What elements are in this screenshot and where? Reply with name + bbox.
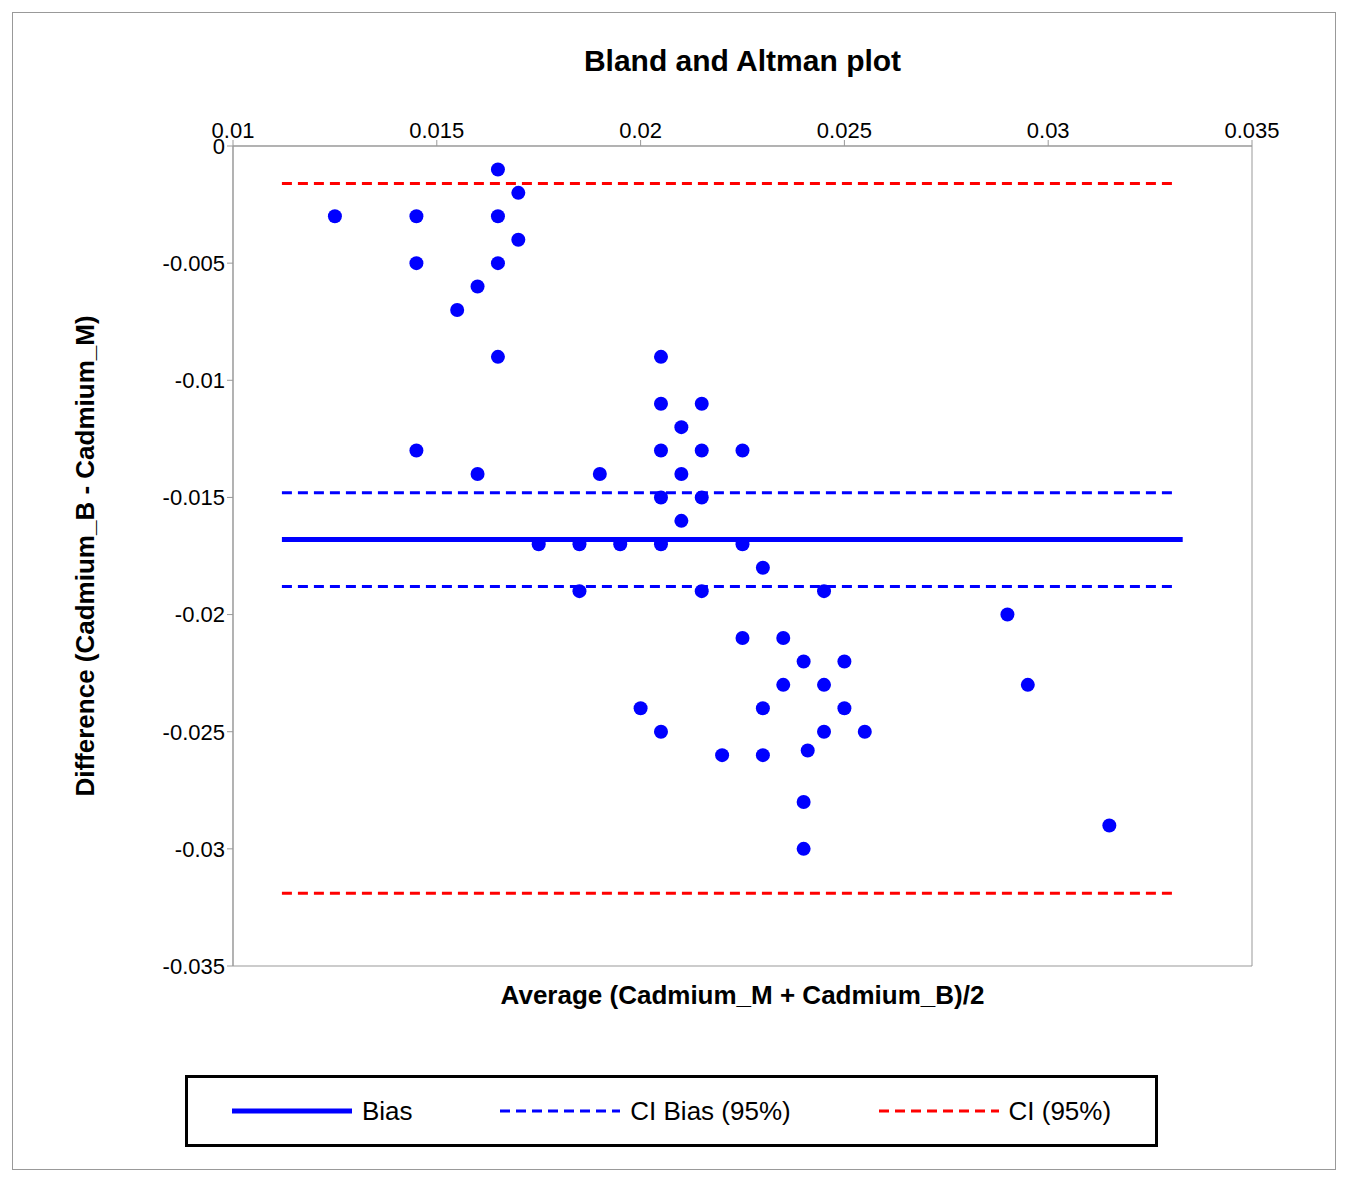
html-text:Difference (Cadmium_B - Cadmiu: Difference (Cadmium_B - Cadmium_M) [69, 315, 100, 797]
svg-text:-0.005: -0.005 [163, 251, 225, 276]
svg-text:-0.03: -0.03 [175, 837, 225, 862]
html-text:Average (Cadmium_M + Cadmium_B: Average (Cadmium_M + Cadmium_B)/2 [500, 980, 985, 1010]
svg-text:-0.035: -0.035 [163, 954, 225, 979]
svg-text:-0.01: -0.01 [175, 368, 225, 393]
svg-text:-0.025: -0.025 [163, 720, 225, 745]
svg-text:0.035: 0.035 [1224, 118, 1279, 143]
html-text:CI (95%): CI (95%) [1008, 1095, 1112, 1126]
html-text:CI Bias (95%): CI Bias (95%) [630, 1095, 791, 1126]
svg-text:0.03: 0.03 [1027, 118, 1070, 143]
svg-text:0.02: 0.02 [619, 118, 662, 143]
svg-text:0: 0 [213, 134, 225, 159]
html-text:Bias: Bias [361, 1095, 413, 1126]
svg-text:-0.015: -0.015 [163, 485, 225, 510]
svg-text:0.015: 0.015 [409, 118, 464, 143]
svg-text:-0.02: -0.02 [175, 602, 225, 627]
html-text:Bland and Altman plot: Bland and Altman plot [583, 44, 902, 77]
svg-text:0.01: 0.01 [211, 118, 255, 143]
svg-text:0.025: 0.025 [817, 118, 872, 143]
